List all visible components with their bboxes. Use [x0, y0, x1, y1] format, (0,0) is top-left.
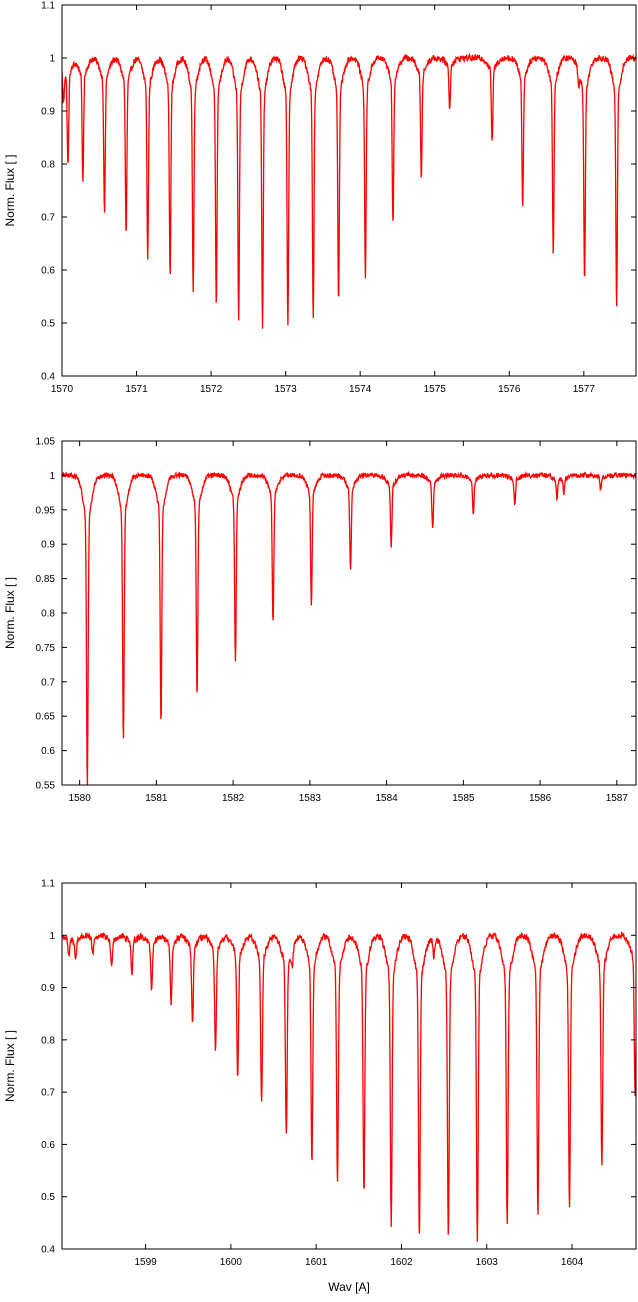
- y-tick-label: 0.9: [41, 540, 55, 551]
- y-tick-label: 1.05: [36, 437, 56, 448]
- x-tick-label: 1584: [375, 793, 398, 804]
- x-tick-label: 1575: [424, 384, 447, 395]
- y-tick-label: 0.85: [36, 574, 56, 585]
- x-tick-label: 1587: [606, 793, 629, 804]
- y-tick-label: 0.75: [36, 643, 56, 654]
- y-axis-label: Norm. Flux [ ]: [3, 577, 17, 649]
- y-tick-label: 0.6: [41, 746, 55, 757]
- y-tick-label: 1: [49, 54, 55, 65]
- x-tick-label: 1574: [349, 384, 372, 395]
- x-tick-label: 1600: [220, 1257, 243, 1268]
- plot-frame: [61, 4, 637, 377]
- y-tick-label: 0.5: [41, 1192, 55, 1203]
- y-tick-label: 0.8: [41, 160, 55, 171]
- spectrum-line: [62, 931, 636, 1242]
- x-axis-label: Wav [A]: [328, 1280, 370, 1294]
- y-tick-label: 0.9: [41, 983, 55, 994]
- y-tick-label: 0.8: [41, 609, 55, 620]
- y-axis-label: Norm. Flux [ ]: [3, 1030, 17, 1102]
- x-tick-label: 1583: [299, 793, 322, 804]
- chart-panel-2: 1580 1581 1582 1583 1584 1585 1586 1587 0.55 0.6 0…: [3, 437, 637, 804]
- x-tick-label: 1585: [452, 793, 475, 804]
- y-tick-label: 1.1: [41, 1, 55, 12]
- x-tick-label: 1580: [69, 793, 92, 804]
- y-tick-label: 0.7: [41, 677, 55, 688]
- chart-panel-3: 1599 1600 1601 1602 1603 1604 0.4 0.5 0.6 0.7 0.8 0…: [3, 879, 637, 1294]
- y-tick-label: 1: [49, 471, 55, 482]
- x-tick-label: 1576: [498, 384, 521, 395]
- y-tick-label: 0.4: [41, 372, 55, 383]
- x-tick-label: 1570: [51, 384, 74, 395]
- spectrum-line: [62, 470, 636, 785]
- y-tick-label: 1.1: [41, 879, 55, 890]
- x-tick-label: 1581: [145, 793, 168, 804]
- x-tick-label: 1604: [561, 1257, 584, 1268]
- y-tick-label: 0.6: [41, 1140, 55, 1151]
- x-tick-label: 1572: [200, 384, 223, 395]
- x-tick-label: 1577: [573, 384, 596, 395]
- y-tick-label: 0.9: [41, 107, 55, 118]
- y-tick-label: 0.5: [41, 319, 55, 330]
- y-tick-label: 0.65: [36, 712, 56, 723]
- x-tick-label: 1571: [125, 384, 148, 395]
- x-tick-label: 1602: [390, 1257, 413, 1268]
- x-tick-label: 1601: [305, 1257, 328, 1268]
- x-tick-label: 1586: [529, 793, 552, 804]
- y-tick-label: 0.4: [41, 1245, 55, 1256]
- y-tick-label: 0.55: [36, 781, 56, 792]
- spectrum-line: [62, 52, 636, 329]
- chart-panel-1: 1570 1571 1572 1573 1574 1575 1576 1577 0.4 0.5 0.…: [3, 1, 637, 395]
- x-tick-label: 1582: [222, 793, 245, 804]
- y-tick-label: 1: [49, 931, 55, 942]
- y-tick-label: 0.95: [36, 505, 56, 516]
- plot-frame: [61, 882, 637, 1250]
- x-tick-label: 1599: [134, 1257, 157, 1268]
- y-tick-label: 0.6: [41, 266, 55, 277]
- y-axis-label: Norm. Flux [ ]: [3, 154, 17, 226]
- x-tick-label: 1603: [476, 1257, 499, 1268]
- x-tick-label: 1573: [275, 384, 298, 395]
- y-tick-label: 0.7: [41, 1088, 55, 1099]
- y-tick-label: 0.7: [41, 213, 55, 224]
- y-tick-label: 0.8: [41, 1035, 55, 1046]
